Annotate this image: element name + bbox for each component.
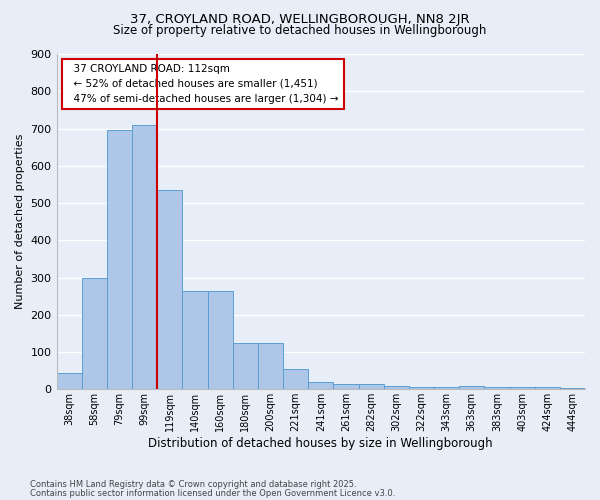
Bar <box>509 388 535 390</box>
Bar <box>208 290 233 390</box>
Bar <box>308 382 334 390</box>
Bar <box>383 386 409 390</box>
X-axis label: Distribution of detached houses by size in Wellingborough: Distribution of detached houses by size … <box>148 437 493 450</box>
Text: 37, CROYLAND ROAD, WELLINGBOROUGH, NN8 2JR: 37, CROYLAND ROAD, WELLINGBOROUGH, NN8 2… <box>130 12 470 26</box>
Text: Contains HM Land Registry data © Crown copyright and database right 2025.: Contains HM Land Registry data © Crown c… <box>30 480 356 489</box>
Y-axis label: Number of detached properties: Number of detached properties <box>15 134 25 310</box>
Bar <box>459 386 484 390</box>
Bar <box>56 372 82 390</box>
Bar <box>535 388 560 390</box>
Bar <box>359 384 383 390</box>
Text: Size of property relative to detached houses in Wellingborough: Size of property relative to detached ho… <box>113 24 487 37</box>
Bar <box>82 278 107 390</box>
Bar <box>484 388 509 390</box>
Bar <box>258 342 283 390</box>
Bar <box>233 342 258 390</box>
Text: Contains public sector information licensed under the Open Government Licence v3: Contains public sector information licen… <box>30 488 395 498</box>
Bar <box>334 384 359 390</box>
Bar <box>409 388 434 390</box>
Bar <box>182 290 208 390</box>
Bar <box>283 369 308 390</box>
Bar <box>107 130 132 390</box>
Bar <box>132 125 157 390</box>
Text: 37 CROYLAND ROAD: 112sqm
  ← 52% of detached houses are smaller (1,451)
  47% of: 37 CROYLAND ROAD: 112sqm ← 52% of detach… <box>67 64 338 104</box>
Bar <box>560 388 585 390</box>
Bar <box>157 190 182 390</box>
Bar <box>434 388 459 390</box>
